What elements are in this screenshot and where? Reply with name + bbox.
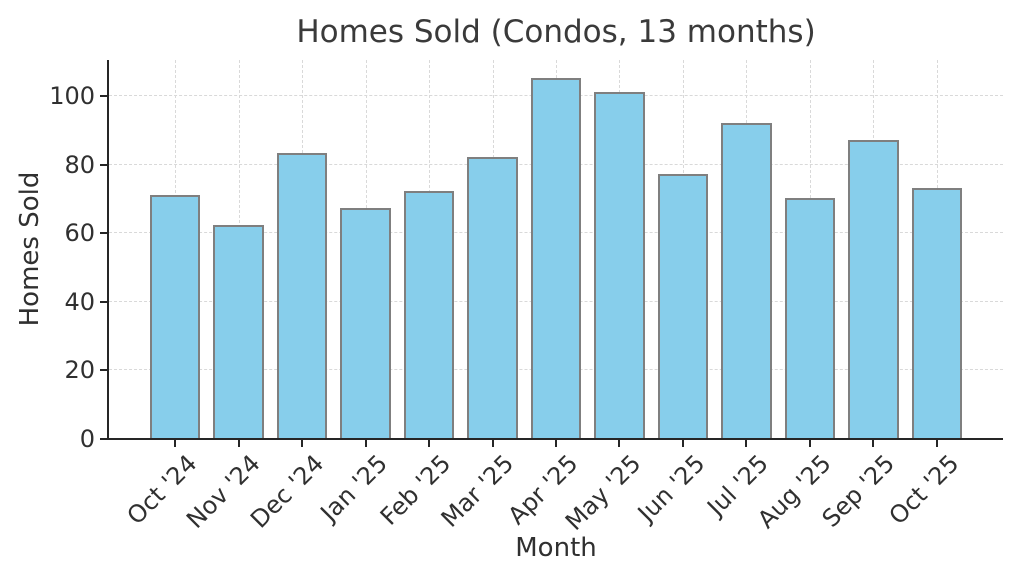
y-tick-label: 80 — [64, 150, 95, 179]
y-axis-label: Homes Sold — [15, 171, 45, 327]
x-tick — [681, 440, 684, 447]
x-tick — [491, 440, 494, 447]
x-tick — [745, 440, 748, 447]
bar — [848, 139, 899, 438]
x-tick — [237, 440, 240, 447]
x-tick-label: Jun '25 — [632, 449, 711, 528]
x-axis-spine — [107, 438, 1003, 440]
x-tick — [808, 440, 811, 447]
y-axis-spine — [107, 60, 109, 440]
y-tick-label: 40 — [64, 287, 95, 316]
bar — [530, 78, 582, 438]
bar — [276, 153, 328, 438]
x-tick — [364, 440, 367, 447]
bar — [213, 225, 264, 438]
bar — [340, 208, 391, 438]
y-tick — [100, 300, 107, 303]
bar — [657, 174, 709, 438]
bar — [467, 156, 518, 438]
x-tick-label: Oct '25 — [883, 449, 965, 531]
y-tick — [100, 232, 107, 235]
y-tick — [100, 163, 107, 166]
y-tick-label: 60 — [64, 219, 95, 248]
x-tick — [301, 440, 304, 447]
bar — [403, 191, 455, 438]
y-tick-label: 20 — [64, 356, 95, 385]
x-tick — [872, 440, 875, 447]
y-tick-label: 100 — [49, 82, 95, 111]
bar — [594, 91, 645, 438]
bar — [911, 187, 963, 438]
bar — [721, 122, 772, 438]
x-tick — [618, 440, 621, 447]
x-axis-label: Month — [515, 533, 597, 563]
y-tick — [100, 369, 107, 372]
chart-title: Homes Sold (Condos, 13 months) — [296, 14, 816, 50]
bar — [784, 198, 836, 438]
x-tick — [428, 440, 430, 447]
y-tick — [100, 95, 107, 98]
x-tick — [174, 440, 177, 447]
bar — [149, 194, 201, 438]
y-tick — [100, 438, 107, 440]
y-tick-label: 0 — [79, 425, 95, 453]
x-tick — [555, 440, 557, 447]
x-tick — [935, 440, 938, 447]
